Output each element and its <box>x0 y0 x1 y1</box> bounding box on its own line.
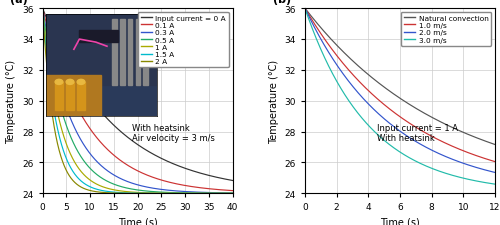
Text: (a): (a) <box>10 0 28 5</box>
Legend: Input current = 0 A, 0.1 A, 0.3 A, 0.5 A, 1 A, 1.5 A, 2 A: Input current = 0 A, 0.1 A, 0.3 A, 0.5 A… <box>138 13 229 68</box>
X-axis label: Time (s): Time (s) <box>380 217 420 225</box>
Y-axis label: Temperature (°C): Temperature (°C) <box>6 59 16 143</box>
Text: (b): (b) <box>272 0 290 5</box>
X-axis label: Time (s): Time (s) <box>118 217 158 225</box>
Text: With heatsink
Air velocity = 3 m/s: With heatsink Air velocity = 3 m/s <box>132 123 214 143</box>
Text: Input current = 1 A
With heatsink: Input current = 1 A With heatsink <box>377 123 458 143</box>
Legend: Natural convection, 1.0 m/s, 2.0 m/s, 3.0 m/s: Natural convection, 1.0 m/s, 2.0 m/s, 3.… <box>401 13 492 46</box>
Y-axis label: Temperature (°C): Temperature (°C) <box>269 59 279 143</box>
